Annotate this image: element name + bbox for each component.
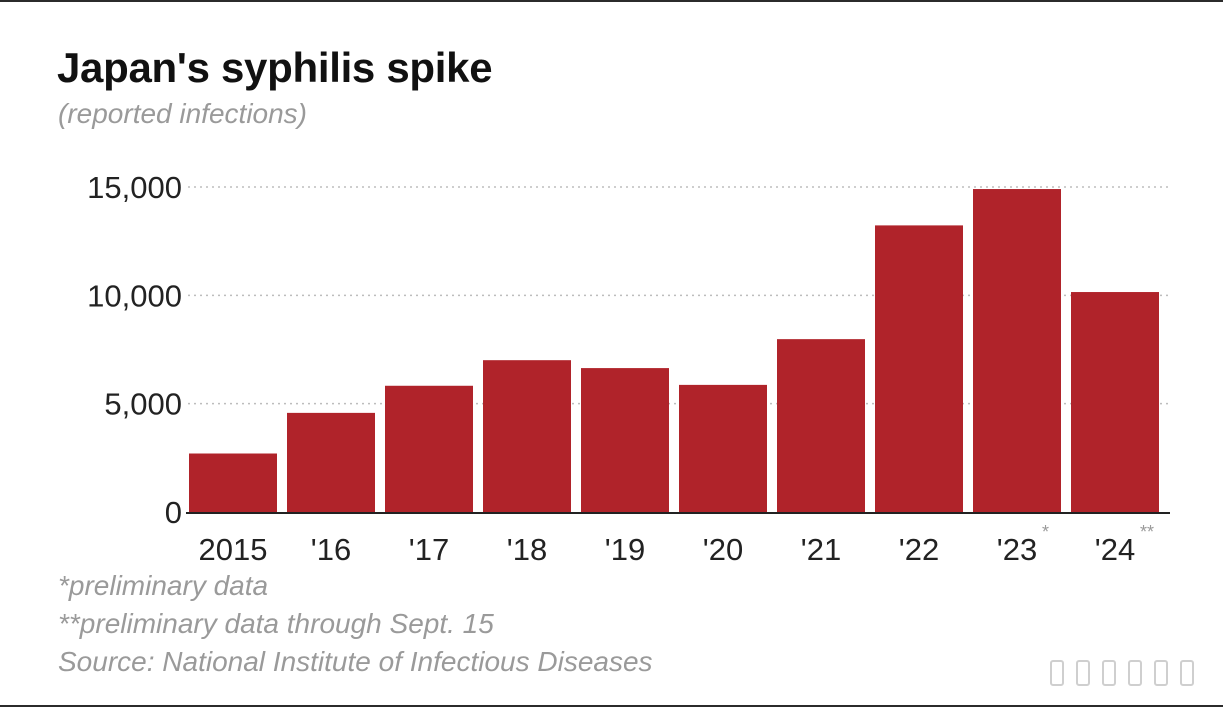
bar-20 xyxy=(679,384,767,512)
y-tick-label-10000: 10,000 xyxy=(87,278,182,313)
x-tick-label-17: '17 xyxy=(409,532,449,567)
bar-19 xyxy=(581,368,669,512)
top-border xyxy=(0,0,1223,2)
bar-23 xyxy=(973,189,1061,512)
watermark-logo xyxy=(1050,660,1200,686)
bar-2015 xyxy=(189,453,277,512)
source-note: Source: National Institute of Infectious… xyxy=(58,646,653,677)
x-tick-label-16: '16 xyxy=(311,532,351,567)
bar-17 xyxy=(385,385,473,512)
chart-subtitle: (reported infections) xyxy=(58,98,308,129)
y-tick-label-5000: 5,000 xyxy=(104,387,182,422)
x-tick-mark-24: ** xyxy=(1140,522,1154,542)
x-tick-label-19: '19 xyxy=(605,532,645,567)
bar-21 xyxy=(777,339,865,512)
footnote-through-sept: **preliminary data through Sept. 15 xyxy=(58,608,494,639)
x-tick-mark-23: * xyxy=(1042,522,1049,542)
bar-18 xyxy=(483,360,571,512)
x-tick-label-24: '24 xyxy=(1095,532,1135,567)
bar-22 xyxy=(875,225,963,513)
footnote-preliminary: *preliminary data xyxy=(58,570,269,601)
x-tick-label-21: '21 xyxy=(801,532,841,567)
y-tick-label-0: 0 xyxy=(165,495,182,530)
y-tick-label-15000: 15,000 xyxy=(87,170,182,205)
chart-notes: *preliminary data **preliminary data thr… xyxy=(58,570,653,684)
x-tick-label-20: '20 xyxy=(703,532,743,567)
x-tick-label-22: '22 xyxy=(899,532,939,567)
bar-16 xyxy=(287,412,375,512)
bar-24 xyxy=(1071,292,1159,512)
x-tick-label-23: '23 xyxy=(997,532,1037,567)
x-tick-label-2015: 2015 xyxy=(199,532,268,567)
x-tick-label-18: '18 xyxy=(507,532,547,567)
bottom-border xyxy=(0,705,1223,707)
chart-title: Japan's syphilis spike xyxy=(57,44,493,91)
